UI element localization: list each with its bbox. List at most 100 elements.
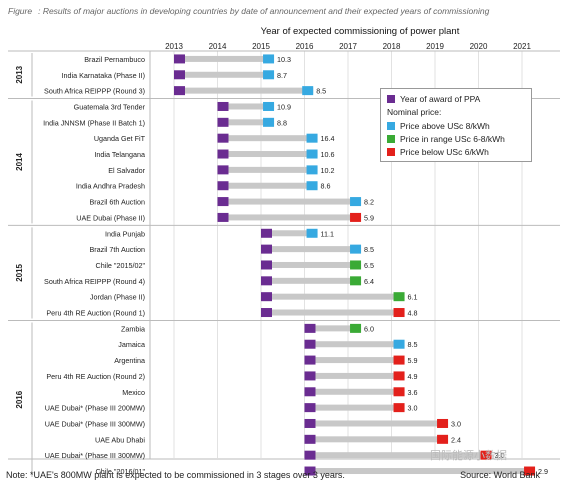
price-marker bbox=[306, 149, 318, 159]
award-marker bbox=[174, 86, 185, 96]
timeline-bar bbox=[261, 230, 318, 237]
row-label: Mexico bbox=[122, 388, 145, 397]
price-label: 3.0 bbox=[451, 419, 461, 428]
row-label: UAE Dubai* (Phase III 300MW) bbox=[45, 451, 145, 460]
legend-item-award: Year of award of PPA bbox=[387, 93, 525, 105]
award-marker bbox=[217, 117, 229, 127]
price-marker bbox=[350, 197, 362, 207]
row-label: Chile "2016/01" bbox=[96, 467, 146, 476]
price-marker bbox=[306, 228, 318, 238]
price-label: 4.8 bbox=[408, 309, 418, 318]
price-marker bbox=[393, 308, 405, 318]
timeline-bar bbox=[261, 277, 362, 284]
price-marker bbox=[302, 86, 314, 96]
timeline-bar bbox=[304, 357, 405, 364]
row-label: Brazil Pernambuco bbox=[84, 55, 145, 64]
price-label: 8.5 bbox=[364, 245, 374, 254]
price-marker bbox=[437, 418, 449, 428]
row-label: Guatemala 3rd Tender bbox=[74, 102, 146, 111]
price-label: 11.1 bbox=[321, 229, 334, 238]
price-label: 6.4 bbox=[364, 277, 374, 286]
price-label: 8.5 bbox=[408, 340, 418, 349]
award-marker bbox=[174, 54, 185, 64]
x-tick-label: 2014 bbox=[209, 42, 227, 51]
row-label: UAE Dubai* (Phase III 200MW) bbox=[45, 404, 145, 413]
price-marker bbox=[393, 387, 405, 397]
price-marker bbox=[306, 181, 318, 191]
footnote: Note: *UAE's 800MW plant is expected to … bbox=[6, 470, 345, 480]
price-marker bbox=[393, 403, 405, 413]
price-label: 2.9 bbox=[538, 467, 548, 476]
price-marker bbox=[524, 466, 536, 476]
award-marker bbox=[217, 197, 229, 207]
chart-title: Year of expected commissioning of power … bbox=[260, 26, 460, 37]
price-marker bbox=[306, 165, 318, 175]
award-marker bbox=[261, 228, 272, 238]
row-label: Zambia bbox=[121, 324, 145, 333]
price-label: 3.0 bbox=[408, 404, 418, 413]
x-tick-label: 2020 bbox=[470, 42, 488, 51]
legend-swatch-above bbox=[387, 122, 395, 130]
row-label: India Andhra Pradesh bbox=[76, 182, 145, 191]
row-label: India Karnataka (Phase II) bbox=[61, 71, 145, 80]
price-marker bbox=[350, 323, 362, 333]
timeline-bar bbox=[217, 135, 318, 142]
price-label: 8.8 bbox=[277, 118, 287, 127]
price-label: 6.1 bbox=[408, 293, 418, 302]
row-label: El Salvador bbox=[108, 166, 145, 175]
row-label: UAE Abu Dhabi bbox=[95, 435, 145, 444]
x-tick-label: 2015 bbox=[252, 42, 270, 51]
timeline-bar bbox=[304, 372, 405, 379]
price-marker bbox=[263, 54, 275, 64]
timeline-bar bbox=[217, 182, 318, 189]
legend-swatch-below bbox=[387, 148, 395, 156]
price-marker bbox=[393, 339, 405, 349]
row-label: South Africa REIPPP (Round 3) bbox=[44, 87, 145, 96]
price-label: 8.6 bbox=[321, 182, 331, 191]
award-marker bbox=[261, 308, 272, 318]
row-label: Uganda Get FiT bbox=[94, 134, 146, 143]
legend-label-above: Price above USc 8/kWh bbox=[400, 121, 490, 131]
legend-label-range: Price in range USc 6-8/kWh bbox=[400, 134, 505, 144]
x-tick-label: 2017 bbox=[339, 42, 357, 51]
price-label: 4.9 bbox=[408, 372, 418, 381]
price-label: 10.9 bbox=[277, 102, 291, 111]
price-label: 5.9 bbox=[364, 213, 374, 222]
timeline-bar bbox=[304, 325, 362, 332]
price-label: 3.0 bbox=[495, 451, 505, 460]
timeline-bar bbox=[304, 468, 536, 475]
award-marker bbox=[304, 466, 316, 476]
timeline-bar bbox=[217, 166, 318, 173]
price-marker bbox=[263, 101, 275, 111]
timeline-bar bbox=[174, 87, 314, 94]
timeline-bar bbox=[261, 293, 405, 300]
award-marker bbox=[217, 101, 229, 111]
price-marker bbox=[263, 117, 275, 127]
price-label: 8.5 bbox=[316, 87, 326, 96]
timeline-bar bbox=[304, 388, 405, 395]
price-label: 6.5 bbox=[364, 261, 374, 270]
timeline-bar bbox=[217, 198, 362, 205]
timeline-bar bbox=[304, 436, 449, 443]
group-label: 2013 bbox=[15, 65, 24, 83]
timeline-bar bbox=[261, 309, 405, 316]
price-label: 10.3 bbox=[277, 55, 291, 64]
row-label: India JNNSM (Phase II Batch 1) bbox=[43, 118, 145, 127]
x-tick-label: 2013 bbox=[165, 42, 183, 51]
legend-swatch-range bbox=[387, 135, 395, 143]
award-marker bbox=[217, 165, 229, 175]
price-label: 3.6 bbox=[408, 388, 418, 397]
award-marker bbox=[304, 434, 316, 444]
figure-caption: Figure: Results of major auctions in dev… bbox=[8, 6, 489, 16]
award-marker bbox=[304, 418, 316, 428]
award-marker bbox=[304, 323, 316, 333]
source-label: Source: World Bank bbox=[460, 470, 540, 480]
x-tick-label: 2016 bbox=[296, 42, 314, 51]
legend-item-above: Price above USc 8/kWh bbox=[387, 120, 525, 132]
timeline-bar bbox=[174, 71, 275, 78]
award-marker bbox=[261, 292, 272, 302]
price-label: 2.4 bbox=[451, 435, 461, 444]
price-marker bbox=[393, 355, 405, 365]
row-label: Argentina bbox=[114, 356, 145, 365]
